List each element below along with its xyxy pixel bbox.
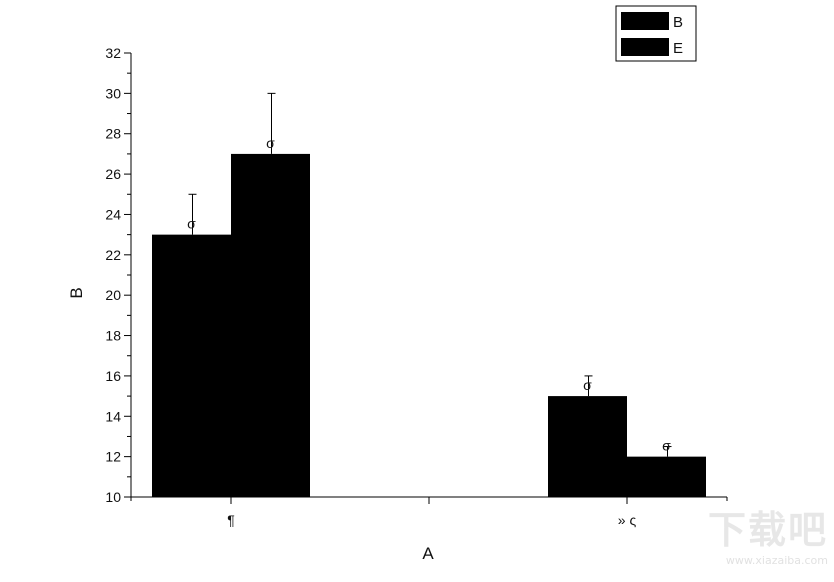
bar-e-0 [231,153,310,497]
bar-e-1 [627,456,706,497]
y-tick-label: 18 [105,328,121,344]
legend: B E [615,5,697,62]
y-tick-label: 10 [105,489,121,505]
legend-swatch-b [621,12,669,30]
y-tick-label: 32 [105,45,121,61]
data-label-e-0: σ [266,135,275,151]
watermark-logo: 下载吧 www.xiazaiba.com [698,506,828,578]
y-axis-title: B [67,287,86,298]
x-tick-label: ¶ [227,512,235,528]
data-label-b-1: σ [583,377,592,393]
y-tick-label: 22 [105,247,121,263]
bars [152,153,706,498]
bar-b-1 [548,396,627,497]
legend-swatch-e [621,38,669,56]
x-axis-title: A [422,544,434,563]
data-label-b-0: σ [187,216,196,232]
legend-label-b: B [673,14,683,31]
y-tick-label: 20 [105,287,121,303]
y-tick-label: 24 [105,206,121,222]
data-labels: σ σ σ σ [187,135,671,454]
watermark-sub-text: www.xiazaiba.com [725,554,828,567]
bar-b-0 [152,234,231,498]
y-tick-label: 16 [105,368,121,384]
y-tick-label: 28 [105,126,121,142]
data-label-e-1: σ [662,438,671,454]
error-bars [188,92,672,457]
legend-label-e: E [673,40,683,57]
y-tick-label: 26 [105,166,121,182]
watermark-main-text: 下载吧 [707,508,828,552]
x-tick-label: » ς [618,512,637,528]
y-tick-label: 12 [105,449,121,465]
y-tick-label: 30 [105,85,121,101]
y-tick-label: 14 [105,408,121,424]
